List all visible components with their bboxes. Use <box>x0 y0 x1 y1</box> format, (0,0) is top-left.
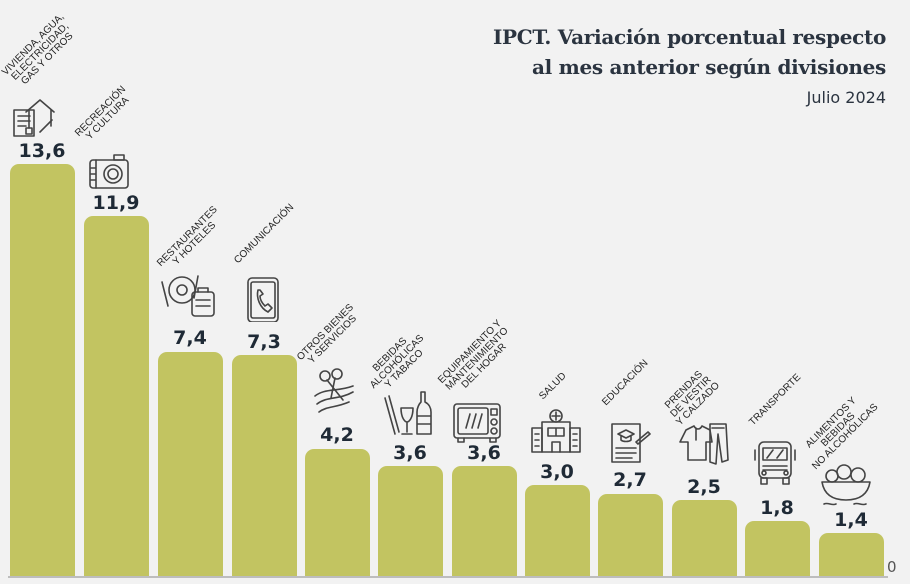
x-axis-line <box>8 576 888 578</box>
bar-educacion <box>598 494 663 576</box>
hospital-icon <box>530 408 582 454</box>
chart-title: IPCT. Variación porcentual respecto al m… <box>493 22 886 82</box>
value-label: 3,6 <box>467 442 501 464</box>
food-bowl-icon <box>818 462 874 508</box>
value-label: 3,6 <box>393 442 427 464</box>
plate-luggage-icon <box>158 272 220 318</box>
bar-vivienda <box>10 164 75 576</box>
category-label: EQUIPAMIENTO Y MANTENIMIENTO DEL HOGAR <box>436 317 511 393</box>
wine-bottle-cigar-icon <box>383 390 435 436</box>
value-label: 7,3 <box>247 331 281 353</box>
bar-comunicacion <box>232 355 297 576</box>
category-label: ALIMENTOS Y BEBIDAS NO ALCOHÓLICAS <box>803 395 881 472</box>
y-axis-zero-label: 0 <box>887 558 897 576</box>
value-label: 1,8 <box>760 497 794 519</box>
bar-transporte <box>745 521 810 576</box>
bar-restaurantes <box>158 352 223 576</box>
category-label: TRANSPORTE <box>747 372 804 428</box>
clothes-icon <box>676 420 730 466</box>
value-label: 7,4 <box>173 327 207 349</box>
category-label: RESTAURANTES Y HOTELES <box>155 204 220 269</box>
value-label: 13,6 <box>18 140 66 162</box>
bar-bebidas-alcoholicas <box>378 466 443 576</box>
bar-recreacion <box>84 216 149 576</box>
house-document-icon <box>12 92 56 138</box>
category-label: COMUNICACIÓN <box>232 202 297 266</box>
category-label: EDUCACIÓN <box>600 357 651 408</box>
value-label: 4,2 <box>320 424 354 446</box>
bus-icon <box>753 440 797 486</box>
diploma-icon <box>608 420 652 466</box>
camera-icon <box>87 148 131 194</box>
category-label: BEBIDAS ALCOHÓLICAS Y TABACO <box>368 332 427 391</box>
scissors-ribbon-icon <box>313 368 357 414</box>
chart-title-line-1: IPCT. Variación porcentual respecto <box>493 25 886 49</box>
value-label: 11,9 <box>92 192 140 214</box>
bar-prendas <box>672 500 737 576</box>
value-label: 3,0 <box>540 461 574 483</box>
bar-alimentos <box>819 533 884 576</box>
chart-title-line-2: al mes anterior según divisiones <box>531 55 886 79</box>
bar-salud <box>525 485 590 576</box>
microwave-icon <box>452 398 502 444</box>
category-label: VIVIENDA, AGUA, ELECTRICIDAD, GAS Y OTRO… <box>0 11 76 87</box>
value-label: 2,7 <box>613 469 647 491</box>
bar-equipamiento <box>452 466 517 576</box>
value-label: 2,5 <box>687 476 721 498</box>
category-label: PRENDAS DE VESTIR Y CALZADO <box>662 369 722 428</box>
value-label: 1,4 <box>834 509 868 531</box>
chart-subtitle: Julio 2024 <box>806 88 886 107</box>
bar-otros-bienes <box>305 449 370 576</box>
category-label: SALUD <box>537 370 569 402</box>
category-label: OTROS BIENES Y SERVICIOS <box>295 302 359 366</box>
phone-icon <box>242 276 286 323</box>
category-label: RECREACIÓN Y CULTURA <box>73 83 132 143</box>
